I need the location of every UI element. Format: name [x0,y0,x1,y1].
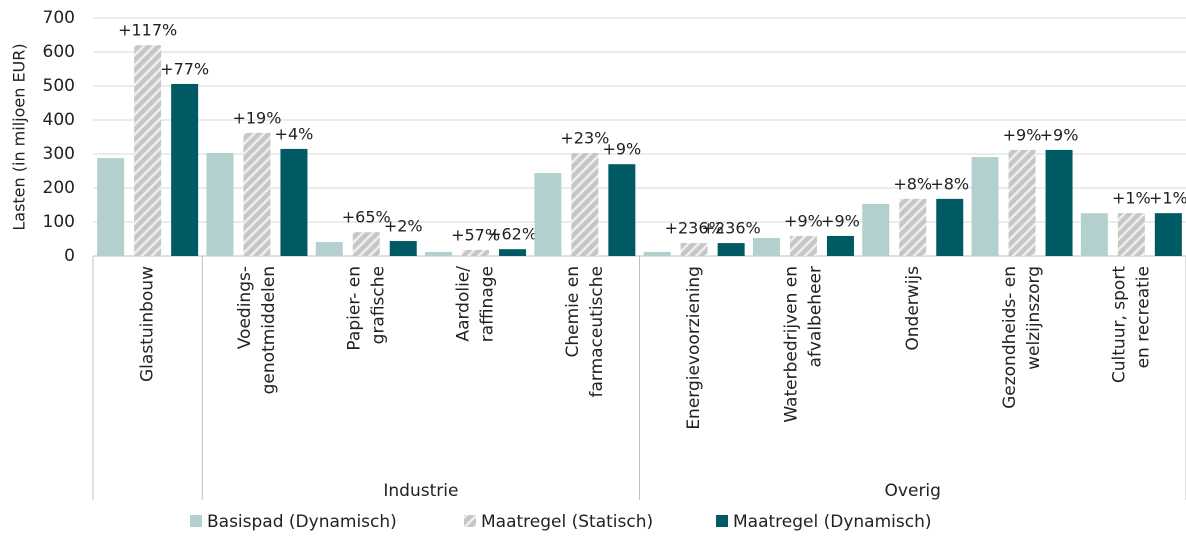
legend-swatch [464,515,476,527]
bar [389,241,417,256]
y-tick-label: 200 [43,178,75,198]
x-tick-label: genotmiddelen [259,266,279,394]
bar [680,243,708,256]
bar [97,158,125,256]
bar [789,235,817,256]
data-label: +4% [275,124,314,143]
bar [1045,149,1073,256]
x-tick-label: Waterbedrijven en [781,266,801,423]
bar [643,251,671,256]
bar [171,83,199,257]
bar [243,132,271,256]
data-label: +9% [1003,125,1042,144]
x-tick-label: farmaceutische [587,266,607,397]
data-label: +77% [160,59,209,78]
legend-label: Basispad (Dynamisch) [207,512,397,532]
y-tick-label: 700 [43,8,75,28]
legend-swatch [190,515,202,527]
bar [826,235,854,256]
data-label: +23% [560,128,609,147]
legend-label: Maatregel (Statisch) [481,512,653,532]
bar [752,237,780,256]
x-tick-label: Energievoorziening [684,266,704,430]
y-tick-label: 600 [43,42,75,62]
bar [899,198,927,256]
x-tick-label: Papier- en [344,266,364,351]
bar [425,251,453,256]
x-tick-label: Chemie en [563,266,583,357]
data-label: +65% [342,208,391,227]
data-label: +9% [602,140,641,159]
data-label: +1% [1112,189,1151,208]
data-label: +57% [451,225,500,244]
y-tick-label: 500 [43,76,75,96]
data-label: +62% [488,225,537,244]
bar [862,203,890,256]
legend-label: Maatregel (Dynamisch) [733,512,932,532]
data-label: +236% [702,219,761,238]
data-label: +2% [384,217,423,236]
bar [352,232,380,256]
data-label: +8% [930,174,969,193]
data-label: +9% [821,211,860,230]
bar [608,164,636,256]
y-tick-label: 400 [43,110,75,130]
group-label: Overig [885,481,941,501]
bar [280,148,308,256]
x-tick-label: afvalbeheer [805,266,825,368]
bar [462,249,490,256]
x-tick-label: Onderwijs [903,266,923,351]
data-label: +19% [232,108,281,127]
y-tick-label: 0 [64,246,75,266]
bar [315,242,343,256]
x-tick-label: Glastuinbouw [138,266,158,382]
x-tick-label: welzijnszorg [1024,266,1044,370]
data-label: +8% [893,174,932,193]
x-tick-label: Gezondheids- en [1000,266,1020,409]
data-label: +117% [118,21,177,40]
x-tick-label: en recreatie [1133,266,1153,368]
legend-swatch [716,515,728,527]
data-label: +1% [1149,189,1186,208]
bar [717,243,745,256]
x-tick-label: raffinage [478,266,498,342]
y-tick-label: 300 [43,144,75,164]
bar [499,249,527,256]
y-axis-title: Lasten (in miljoen EUR) [10,43,29,230]
bar [936,198,964,256]
bar [571,152,599,256]
group-label: Industrie [383,481,458,501]
bar [1117,213,1145,256]
y-tick-label: 100 [43,212,75,232]
x-tick-label: grafische [368,266,388,344]
bar [971,157,999,256]
data-label: +236% [665,219,724,238]
bar [534,173,562,256]
bar [134,45,162,257]
x-tick-label: Voedings- [235,266,255,349]
data-label: +9% [784,211,823,230]
x-tick-label: Aardolie/ [454,266,474,342]
x-tick-label: Cultuur, sport [1109,266,1129,383]
bar [1154,213,1182,256]
bar [206,152,234,256]
bar [1008,149,1036,256]
bar [1080,213,1108,256]
data-label: +9% [1040,125,1079,144]
